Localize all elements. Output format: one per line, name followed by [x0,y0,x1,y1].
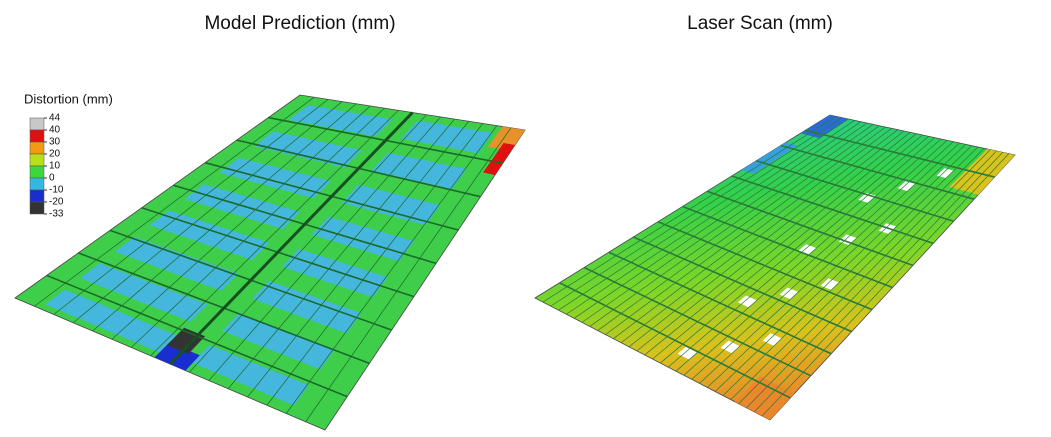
model-plate [15,95,525,430]
legend-label: 0 [49,173,55,184]
legend-swatch [30,178,44,190]
legend-label: 40 [49,125,61,136]
legend-swatch [30,118,44,130]
legend-label: 30 [49,137,61,148]
left-title: Model Prediction (mm) [204,13,395,34]
legend-swatch [30,154,44,166]
legend-label: -10 [49,185,64,196]
legend-swatch [30,142,44,154]
legend-label: -20 [49,197,64,208]
plate [535,115,1015,420]
legend-label: 20 [49,149,61,160]
legend-label: 44 [49,113,61,124]
right-title: Laser Scan (mm) [687,13,833,34]
legend-swatch [30,190,44,202]
legend-label: 10 [49,161,61,172]
legend-swatch [30,166,44,178]
figure: Model Prediction (mm) Laser Scan (mm) Di… [0,0,1051,432]
scan-plate [535,115,1015,420]
legend-swatch [30,130,44,142]
legend-title: Distortion (mm) [24,91,113,106]
legend-swatch [30,202,44,214]
legend-label: -33 [49,209,64,220]
